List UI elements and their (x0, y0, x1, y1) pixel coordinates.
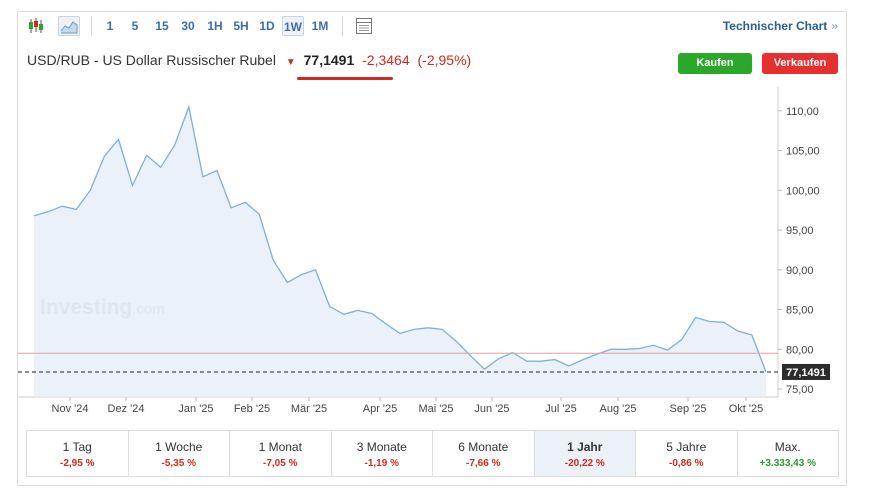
performance-value: -5,35 % (161, 458, 196, 469)
performance-value: -0,86 % (669, 458, 704, 469)
last-value-box (782, 363, 830, 380)
x-tick-label: Mai '25 (418, 403, 453, 415)
x-tick-label: Okt '25 (729, 403, 764, 415)
toolbar-separator (342, 16, 343, 36)
y-tick-label: 75,00 (786, 384, 814, 396)
x-tick-label: Feb '25 (234, 403, 270, 415)
performance-cell[interactable]: 6 Monate -7,66 % (433, 431, 535, 476)
buy-button[interactable]: Kaufen (678, 53, 752, 74)
chart-widget: 1 5 15 30 1H 5H 1D 1W 1M Technischer Cha… (17, 11, 847, 486)
y-tick-label: 110,00 (786, 106, 819, 118)
performance-period-label: 1 Tag (62, 440, 92, 454)
timeframe-1m[interactable]: 1M (311, 19, 329, 33)
timeframe-1h[interactable]: 1H (207, 19, 223, 33)
toolbar-separator (91, 16, 92, 36)
x-tick-label: Sep '25 (670, 403, 707, 415)
performance-cell[interactable]: Max. +3.333,43 % (738, 431, 839, 476)
technical-chart-link[interactable]: Technischer Chart» (723, 16, 838, 36)
x-tick-label: Nov '24 (52, 403, 89, 415)
price-change-pct: (-2,95%) (417, 52, 472, 68)
area-chart-icon[interactable] (58, 16, 80, 36)
price-change-abs: -2,3464 (362, 52, 410, 68)
y-tick-label: 90,00 (786, 265, 814, 277)
last-price: 77,1491 (303, 52, 355, 68)
x-tick-label: Mär '25 (291, 403, 327, 415)
x-tick-label: Dez '24 (108, 403, 145, 415)
timeframe-15[interactable]: 15 (155, 19, 169, 33)
x-tick-label: Apr '25 (363, 403, 398, 415)
price-underline (297, 77, 393, 80)
timeframe-1[interactable]: 1 (106, 19, 114, 33)
performance-bar: 1 Tag -2,95 % 1 Woche -5,35 % 1 Monat -7,05 %… (26, 430, 839, 477)
performance-value: -2,95 % (60, 458, 95, 469)
x-tick-label: Jul '25 (545, 403, 576, 415)
timeframe-1d[interactable]: 1D (259, 19, 275, 33)
performance-cell[interactable]: 1 Tag -2,95 % (27, 431, 129, 476)
double-chevron-right-icon: » (831, 19, 838, 33)
performance-value: +3.333,43 % (759, 458, 816, 469)
performance-period-label: 6 Monate (458, 440, 509, 454)
performance-cell[interactable]: 1 Woche -5,35 % (129, 431, 230, 476)
y-tick-label: 85,00 (786, 305, 814, 317)
performance-cell[interactable]: 5 Jahre -0,86 % (636, 431, 738, 476)
timeframe-1w[interactable]: 1W (282, 16, 304, 36)
technical-chart-label: Technischer Chart (722, 19, 828, 33)
table-view-icon[interactable] (354, 16, 374, 36)
performance-cell[interactable]: 1 Jahr -20,22 % (534, 431, 636, 476)
sell-button[interactable]: Verkaufen (762, 53, 838, 74)
x-tick-label: Aug '25 (600, 403, 637, 415)
performance-period-label: 1 Woche (155, 440, 203, 454)
x-tick-label: Jan '25 (178, 403, 213, 415)
instrument-title: USD/RUB - US Dollar Russischer Rubel (27, 52, 276, 68)
performance-value: -7,05 % (263, 458, 298, 469)
candlestick-icon[interactable] (26, 16, 46, 36)
y-tick-label: 100,00 (786, 185, 820, 197)
instrument-header: USD/RUB - US Dollar Russischer Rubel ▼ 7… (27, 52, 471, 72)
toolbar: 1 5 15 30 1H 5H 1D 1W 1M Technischer Cha… (18, 12, 846, 40)
performance-period-label: 5 Jahre (666, 440, 707, 454)
timeframe-5[interactable]: 5 (131, 19, 139, 33)
y-tick-label: 95,00 (786, 225, 814, 237)
performance-cell[interactable]: 3 Monate -1,19 % (332, 431, 433, 476)
price-chart[interactable]: Investing.com75,0080,0085,0090,0095,0010… (18, 87, 846, 425)
x-tick-label: Jun '25 (474, 403, 509, 415)
performance-period-label: 1 Monat (258, 440, 302, 454)
performance-value: -7,66 % (466, 458, 501, 469)
performance-value: -20,22 % (564, 458, 605, 469)
timeframe-5h[interactable]: 5H (233, 19, 249, 33)
performance-period-label: Max. (774, 440, 801, 454)
price-area (34, 106, 766, 398)
performance-period-label: 3 Monate (356, 440, 407, 454)
performance-cell[interactable]: 1 Monat -7,05 % (230, 431, 332, 476)
last-value-label: 77,1491 (786, 367, 826, 379)
performance-period-label: 1 Jahr (567, 440, 603, 454)
y-tick-label: 105,00 (786, 146, 820, 158)
timeframe-30[interactable]: 30 (181, 19, 195, 33)
down-arrow-icon: ▼ (285, 57, 296, 68)
y-tick-label: 80,00 (786, 344, 814, 356)
performance-value: -1,19 % (364, 458, 399, 469)
price-line (33, 104, 767, 373)
